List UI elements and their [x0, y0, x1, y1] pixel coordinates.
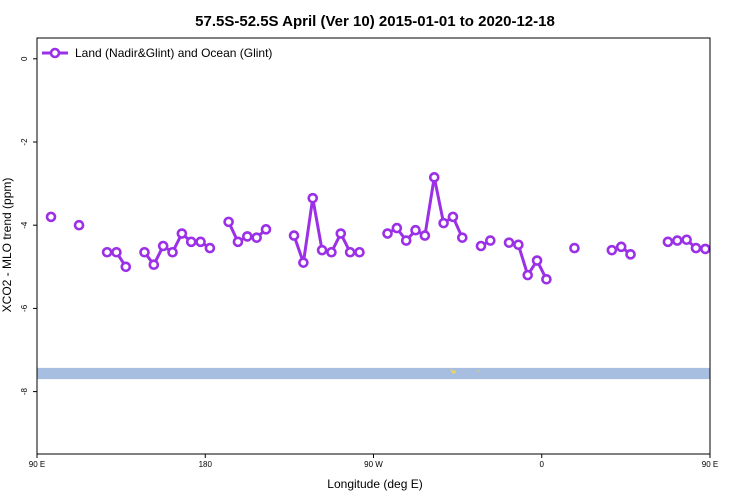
data-point: [485, 235, 496, 246]
data-point: [316, 244, 328, 256]
data-point: [541, 273, 552, 285]
data-point: [344, 246, 356, 258]
data-point: [513, 239, 524, 251]
continent-band-fill: [37, 367, 710, 380]
data-point: [298, 257, 309, 268]
legend-label: Land (Nadir&Glint) and Ocean (Glint): [75, 46, 272, 60]
data-point: [681, 234, 692, 246]
data-point: [204, 242, 216, 254]
data-point: [671, 235, 683, 246]
data-point: [410, 224, 421, 236]
data-point: [195, 236, 206, 248]
data-point: [101, 246, 113, 258]
data-point: [400, 235, 412, 246]
data-point: [288, 230, 300, 241]
data-point: [185, 236, 197, 248]
data-point: [690, 242, 702, 254]
legend: Land (Nadir&Glint) and Ocean (Glint): [42, 46, 272, 60]
data-point: [111, 246, 122, 258]
data-point: [428, 172, 440, 183]
x-tick-label: 90 E: [702, 460, 718, 469]
data-point: [438, 217, 449, 229]
data-point: [419, 230, 431, 241]
y-tick-label: -4: [20, 221, 29, 229]
data-point: [662, 236, 674, 248]
data-point: [615, 241, 627, 253]
continent-band: [37, 367, 710, 380]
data-point: [223, 216, 234, 228]
data-point: [475, 240, 487, 252]
chart-title: 57.5S-52.5S April (Ver 10) 2015-01-01 to…: [195, 13, 555, 30]
data-point: [335, 228, 347, 239]
data-point: [326, 246, 337, 258]
x-tick-label: 90 W: [364, 460, 383, 469]
y-axis-label: XCO2 - MLO trend (ppm): [0, 178, 14, 313]
data-point: [139, 246, 150, 258]
data-point: [260, 224, 272, 235]
data-point: [569, 242, 580, 254]
data-point: [157, 240, 169, 252]
data-point: [531, 255, 543, 266]
data-point: [447, 211, 459, 223]
data-point: [242, 231, 253, 242]
data-point: [45, 211, 57, 223]
data-point: [73, 219, 85, 231]
data-point: [120, 261, 132, 273]
data-point: [625, 249, 636, 260]
land-patch: [450, 368, 457, 374]
data-point: [522, 269, 534, 281]
data-point: [176, 228, 188, 239]
y-tick-label: 0: [20, 56, 29, 61]
data-point: [167, 246, 178, 258]
x-tick-label: 180: [199, 460, 213, 469]
x-tick-label: 0: [540, 460, 545, 469]
data-point: [456, 232, 468, 243]
land-speck: [477, 370, 479, 372]
data-point: [700, 243, 711, 255]
y-tick-label: -6: [20, 304, 29, 312]
x-axis-label: Longitude (deg E): [327, 477, 422, 491]
data-point: [606, 244, 618, 256]
data-point: [391, 222, 403, 234]
data-point: [382, 228, 393, 239]
data-point: [251, 232, 262, 243]
series-layer: [45, 172, 711, 285]
legend-marker-swatch: [49, 47, 61, 59]
data-point: [503, 237, 515, 248]
y-tick-label: -8: [20, 387, 29, 395]
data-point: [354, 246, 365, 258]
data-point: [148, 259, 160, 271]
x-tick-label: 90 E: [29, 460, 45, 469]
data-point: [232, 236, 244, 248]
data-point: [307, 192, 319, 204]
y-tick-label: -2: [20, 138, 29, 146]
